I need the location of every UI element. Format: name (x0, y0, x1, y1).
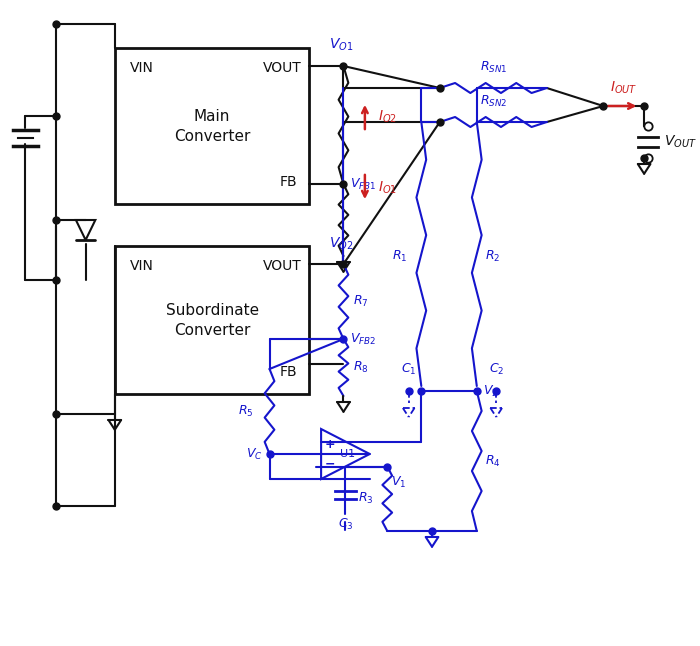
Text: FB: FB (279, 365, 297, 379)
Text: $R_{SN1}$: $R_{SN1}$ (480, 60, 507, 75)
Text: Converter: Converter (174, 129, 251, 143)
Text: $R_2$: $R_2$ (484, 249, 500, 264)
Text: VOUT: VOUT (262, 61, 302, 75)
Text: $C_2$: $C_2$ (489, 362, 504, 377)
Text: $R_1$: $R_1$ (392, 249, 407, 264)
Bar (115, 48, 309, 204)
Text: $V_{O1}$: $V_{O1}$ (329, 37, 354, 53)
Text: $I_{O2}$: $I_{O2}$ (377, 109, 396, 125)
Text: $V_2$: $V_2$ (482, 384, 498, 399)
Text: $R_{SN2}$: $R_{SN2}$ (480, 94, 507, 109)
Text: FB: FB (279, 175, 297, 189)
Text: $R_3$: $R_3$ (358, 491, 374, 506)
Text: $V_C$: $V_C$ (246, 446, 262, 461)
Text: $V_{FB1}$: $V_{FB1}$ (350, 176, 377, 192)
Text: +: + (325, 437, 335, 450)
Text: −: − (325, 457, 335, 470)
Text: $R_5$: $R_5$ (239, 404, 254, 419)
Text: Subordinate: Subordinate (166, 302, 259, 317)
Text: $V_{OUT}$: $V_{OUT}$ (664, 134, 696, 151)
Text: $R_8$: $R_8$ (354, 360, 369, 375)
Text: $V_{FB2}$: $V_{FB2}$ (350, 331, 377, 346)
Text: Main: Main (194, 109, 230, 123)
Text: $C_1$: $C_1$ (401, 362, 416, 377)
Text: U1: U1 (340, 449, 355, 459)
Text: $V_{O2}$: $V_{O2}$ (330, 236, 354, 252)
Text: VOUT: VOUT (262, 259, 302, 273)
Text: $R_4$: $R_4$ (484, 453, 500, 468)
Text: $C_3$: $C_3$ (337, 517, 354, 532)
Text: $R_7$: $R_7$ (354, 294, 369, 309)
Text: VIN: VIN (130, 61, 154, 75)
Text: VIN: VIN (130, 259, 154, 273)
Text: Converter: Converter (174, 322, 251, 337)
Bar (115, 246, 309, 394)
Text: $V_1$: $V_1$ (391, 475, 407, 490)
Text: $I_{O1}$: $I_{O1}$ (377, 180, 396, 196)
Text: $I_{OUT}$: $I_{OUT}$ (610, 79, 638, 96)
